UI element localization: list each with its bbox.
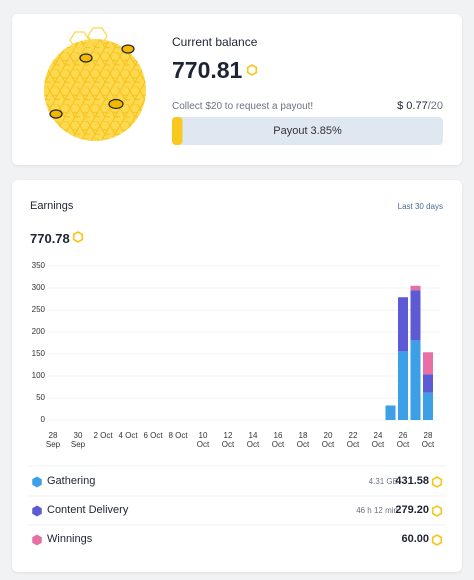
y-tick-label: 250 <box>32 305 46 314</box>
y-tick-label: 200 <box>32 327 46 336</box>
earnings-total: 770.78 <box>30 231 70 246</box>
bar-segment <box>398 297 408 352</box>
x-tick-label: 12 Oct <box>221 431 235 449</box>
progress-track <box>172 117 443 145</box>
payout-amount: $ 0.77 <box>397 100 428 112</box>
x-tick-label: 28 Oct <box>421 431 435 449</box>
x-tick-label: 18 Oct <box>296 431 310 449</box>
progress-fill <box>172 117 183 145</box>
legend-swatch <box>32 505 42 517</box>
payout-target: /20 <box>427 100 443 112</box>
x-tick-label: 28 Sep <box>45 431 61 449</box>
bar-segment <box>423 374 433 393</box>
bar-segment <box>385 405 396 420</box>
bar-segment <box>410 340 421 420</box>
payout-note: Collect $20 to request a payout! <box>172 101 314 112</box>
bar-segment <box>423 392 433 420</box>
coin-icon <box>431 476 443 488</box>
bar-segment <box>423 352 433 375</box>
x-tick-label: 24 Oct <box>371 431 385 449</box>
y-tick-label: 350 <box>32 261 46 270</box>
x-tick-label: 22 Oct <box>346 431 360 449</box>
x-tick-label: 16 Oct <box>271 431 285 449</box>
x-tick-label: 4 Oct <box>118 431 138 440</box>
breakdown-amount: 60.00 <box>401 533 429 545</box>
payout-status: $ 0.77/20 <box>397 100 443 112</box>
breakdown-detail: 4.31 GB <box>368 477 398 486</box>
balance-title: Current balance <box>172 35 258 49</box>
breakdown-amount: 431.58 <box>395 475 429 487</box>
bar-segment <box>398 351 408 420</box>
legend-name: Content Delivery <box>47 504 129 516</box>
legend-name: Gathering <box>47 475 96 487</box>
breakdown-amount: 279.20 <box>395 504 429 516</box>
earnings-title: Earnings <box>30 200 74 212</box>
period: Last 30 days <box>397 202 443 211</box>
x-tick-label: 14 Oct <box>246 431 260 449</box>
honeycomb-illustration <box>44 27 146 141</box>
breakdown-detail: 46 h 12 min <box>356 506 398 515</box>
coin-icon <box>72 231 84 243</box>
y-tick-label: 100 <box>32 371 46 380</box>
x-tick-label: 8 Oct <box>168 431 188 440</box>
x-tick-label: 20 Oct <box>321 431 335 449</box>
bar-segment <box>410 290 421 341</box>
x-tick-label: 6 Oct <box>143 431 163 440</box>
coin-icon <box>246 64 258 76</box>
y-tick-label: 50 <box>36 393 45 402</box>
x-tick-label: 10 Oct <box>196 431 210 449</box>
bar-segment <box>410 285 421 291</box>
progress-label: Payout 3.85% <box>273 125 342 137</box>
legend-swatch <box>32 534 42 546</box>
y-tick-label: 150 <box>32 349 46 358</box>
x-tick-label: 30 Sep <box>70 431 86 449</box>
y-tick-label: 0 <box>41 415 46 424</box>
legend-name: Winnings <box>47 533 93 545</box>
x-tick-label: 2 Oct <box>93 431 113 440</box>
balance-value: 770.81 <box>172 57 243 83</box>
legend-swatch <box>32 476 42 488</box>
coin-icon <box>431 534 443 546</box>
x-tick-label: 26 Oct <box>396 431 410 449</box>
coin-icon <box>431 505 443 517</box>
y-tick-label: 300 <box>32 283 46 292</box>
